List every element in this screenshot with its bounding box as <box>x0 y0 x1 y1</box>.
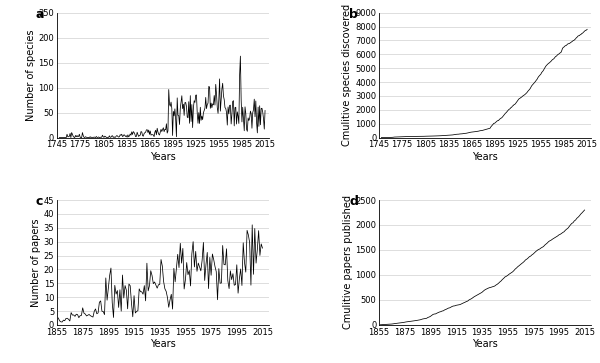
Y-axis label: Cmulitive species discovered: Cmulitive species discovered <box>343 4 352 146</box>
X-axis label: Years: Years <box>472 339 498 350</box>
X-axis label: Years: Years <box>150 339 176 350</box>
Text: b: b <box>349 8 358 21</box>
X-axis label: Years: Years <box>150 152 176 162</box>
Y-axis label: Cmulitive papers published: Cmulitive papers published <box>343 195 353 330</box>
Text: a: a <box>36 8 44 21</box>
Y-axis label: Number of species: Number of species <box>26 29 35 121</box>
X-axis label: Years: Years <box>472 152 498 162</box>
Text: c: c <box>36 195 43 208</box>
Text: d: d <box>349 195 358 208</box>
Y-axis label: Number of papers: Number of papers <box>31 218 41 307</box>
